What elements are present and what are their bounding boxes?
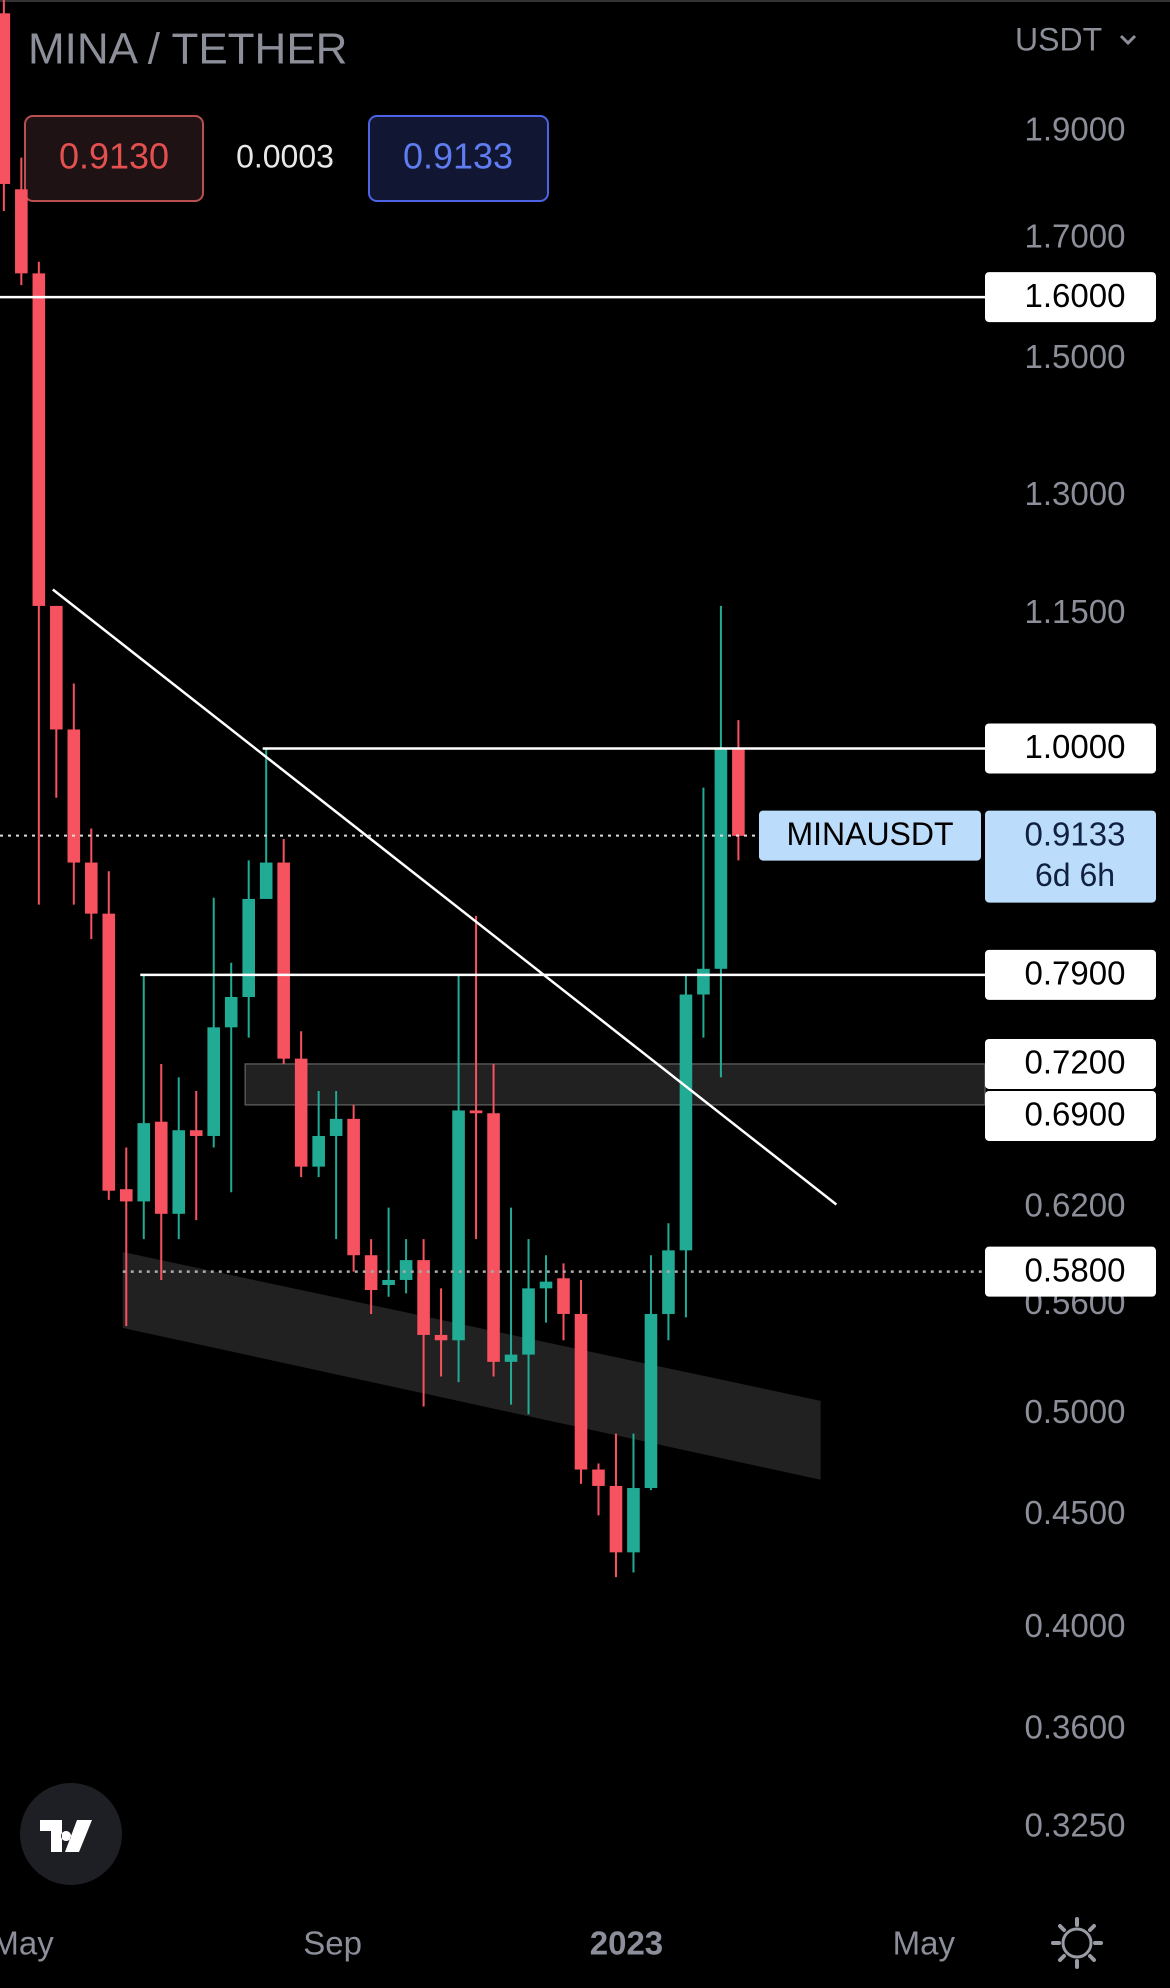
candle-body (277, 862, 290, 1059)
settings-gear[interactable] (1051, 1917, 1103, 1969)
countdown-label: 6d 6h (1035, 857, 1115, 893)
price-label: 0.7200 (1025, 1044, 1126, 1081)
y-tick-label: 0.4000 (1025, 1607, 1126, 1644)
candle-body (137, 1123, 151, 1202)
current-price-label: 0.9133 (1025, 815, 1126, 852)
price-label: 1.6000 (1025, 277, 1126, 314)
candle-body (592, 1469, 605, 1486)
symbol-label-box (759, 810, 981, 861)
candle-body (382, 1279, 395, 1285)
candle-body (399, 1260, 413, 1280)
chart-title: MINA / TETHER (28, 25, 347, 74)
current-price-box (985, 810, 1156, 903)
price-label-box (985, 1090, 1156, 1141)
candle-body (609, 1485, 623, 1553)
y-tick-label: 1.3000 (1025, 475, 1126, 512)
ask-box[interactable] (368, 115, 549, 202)
candle-body (732, 748, 745, 836)
candle-body (224, 997, 238, 1028)
candle-body (539, 1281, 553, 1289)
price-label-box (985, 949, 1156, 1000)
candle-body (662, 1250, 675, 1314)
price-label-box (985, 1246, 1156, 1297)
candle-body (32, 273, 46, 606)
candle-body (644, 1313, 658, 1489)
candle-body (102, 913, 116, 1191)
candle-body (119, 1189, 133, 1202)
price-label-box (985, 723, 1156, 774)
spread: 0.0003 (236, 138, 334, 174)
currency-selector[interactable]: USDT (1015, 21, 1102, 57)
candle-body (67, 729, 81, 863)
y-tick-label: 1.5000 (1025, 338, 1126, 375)
bid-price: 0.9130 (59, 136, 169, 177)
candle-body (0, 13, 11, 184)
candle-body (487, 1113, 500, 1362)
x-tick-label: Sep (303, 1925, 362, 1962)
symbol-label: MINAUSDT (786, 816, 953, 852)
candle-body (15, 189, 28, 274)
x-tick-label: 2023 (590, 1925, 663, 1962)
candle-body (574, 1313, 588, 1470)
candle-body (679, 994, 693, 1251)
candle-body (329, 1118, 343, 1136)
candle-body (627, 1488, 640, 1553)
candle-body (207, 1027, 221, 1136)
gear-teeth (1051, 1917, 1103, 1969)
candle-body (469, 1110, 483, 1114)
gear-ring (1061, 1927, 1093, 1959)
price-label-box (985, 272, 1156, 323)
price-label-box (985, 1038, 1156, 1089)
x-tick-label: May (893, 1925, 956, 1962)
y-tick-label: 0.3600 (1025, 1708, 1126, 1745)
price-label: 0.7900 (1025, 955, 1126, 992)
y-tick-label: 0.5000 (1025, 1393, 1126, 1430)
candle-body (697, 968, 710, 995)
candle-body (242, 898, 255, 998)
candle-body (504, 1354, 518, 1362)
price-label: 0.5800 (1025, 1251, 1126, 1288)
y-tick-label: 1.9000 (1025, 111, 1126, 148)
currency-caret[interactable] (1119, 34, 1137, 46)
bid-box[interactable] (24, 115, 204, 202)
zone (244, 1063, 986, 1106)
y-tick-label: 0.6200 (1025, 1186, 1126, 1223)
candle-body (452, 1110, 465, 1341)
logo-mark (40, 1820, 92, 1852)
candle-body (557, 1278, 570, 1314)
candle-body (189, 1130, 203, 1136)
candle-body (434, 1334, 448, 1341)
y-tick-label: 0.4500 (1025, 1494, 1126, 1531)
candle-body (417, 1260, 430, 1335)
candle-body (294, 1058, 308, 1167)
y-tick-label: 1.7000 (1025, 218, 1126, 255)
candle-body (50, 605, 63, 730)
x-tick-label: May (0, 1925, 54, 1962)
price-label: 0.6900 (1025, 1096, 1126, 1133)
plot-area: 1.90001.70001.50001.30001.15000.62000.56… (0, 0, 1156, 1962)
y-tick-label: 0.3250 (1025, 1807, 1126, 1844)
candle-body (522, 1288, 535, 1355)
candle-body (259, 862, 273, 899)
y-tick-label: 1.1500 (1025, 593, 1126, 630)
candle-body (84, 862, 98, 914)
ask-price: 0.9133 (403, 136, 513, 177)
candle-body (154, 1121, 168, 1214)
candle-body (347, 1118, 360, 1256)
candle-body (172, 1130, 186, 1214)
trendline (52, 588, 838, 1206)
candle-body (714, 748, 728, 969)
price-label: 1.0000 (1025, 728, 1126, 765)
candle-body (312, 1135, 325, 1167)
tradingview-logo[interactable] (20, 1783, 122, 1885)
logo-circle[interactable] (20, 1783, 122, 1885)
